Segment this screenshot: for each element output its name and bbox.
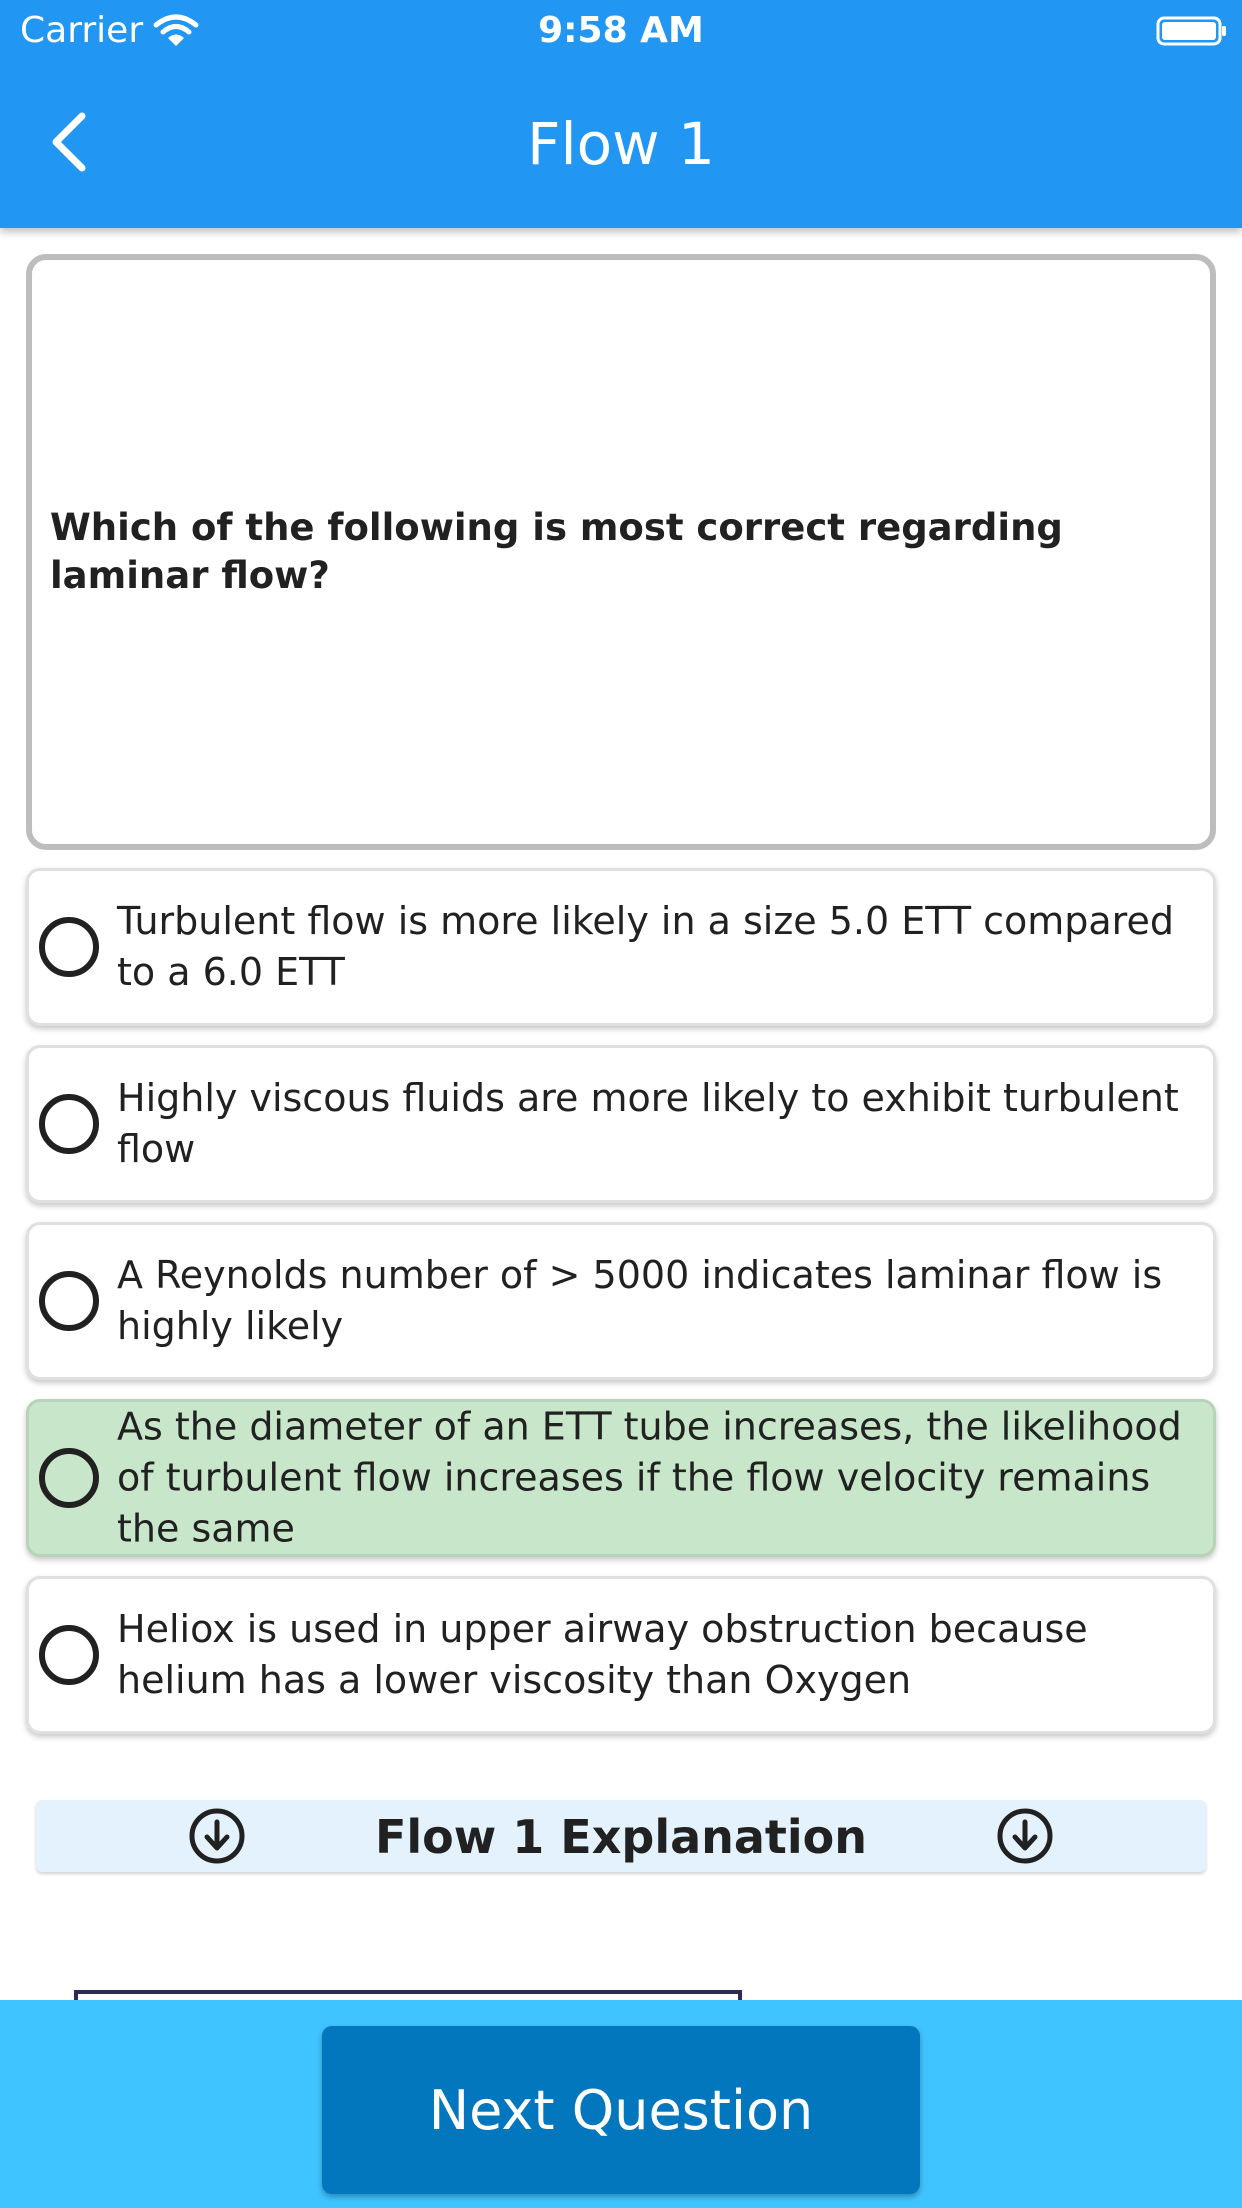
radio-button-icon[interactable] — [39, 1094, 99, 1154]
arrow-down-circle-icon — [996, 1807, 1054, 1865]
answer-option-text: A Reynolds number of > 5000 indicates la… — [117, 1253, 1163, 1348]
answer-option-text: Turbulent flow is more likely in a size … — [117, 899, 1174, 994]
carrier-label: Carrier — [20, 10, 144, 51]
chevron-left-icon — [46, 110, 90, 178]
radio-button-icon[interactable] — [39, 917, 99, 977]
radio-button-icon[interactable] — [39, 1271, 99, 1331]
answer-option[interactable]: A Reynolds number of > 5000 indicates la… — [26, 1222, 1216, 1380]
answer-option-highlighted[interactable]: As the diameter of an ETT tube increases… — [26, 1399, 1216, 1557]
explanation-title: Flow 1 Explanation — [374, 1810, 868, 1864]
question-card: Which of the following is most correct r… — [26, 254, 1216, 850]
carrier-info: Carrier — [20, 10, 199, 51]
battery-icon — [1156, 14, 1228, 46]
explanation-toggle[interactable]: Flow 1 Explanation — [36, 1800, 1206, 1872]
answer-option-text: As the diameter of an ETT tube increases… — [117, 1404, 1182, 1551]
answer-option[interactable]: Turbulent flow is more likely in a size … — [26, 868, 1216, 1026]
status-bar: Carrier 9:58 AM — [0, 0, 1242, 62]
status-time: 9:58 AM — [538, 10, 704, 51]
next-question-button[interactable]: Next Question — [322, 2026, 920, 2194]
back-button[interactable] — [30, 106, 106, 182]
app-bar: Carrier 9:58 AM — [0, 0, 1242, 228]
arrow-down-circle-icon — [188, 1807, 246, 1865]
page-title: Flow 1 — [527, 110, 715, 178]
navigation-bar: Flow 1 — [0, 76, 1242, 212]
answer-option-text: Heliox is used in upper airway obstructi… — [117, 1607, 1088, 1702]
bottom-bar: Next Question — [0, 2000, 1242, 2208]
wifi-icon — [153, 13, 199, 49]
question-text: Which of the following is most correct r… — [50, 506, 1063, 597]
answer-option[interactable]: Heliox is used in upper airway obstructi… — [26, 1576, 1216, 1734]
answer-option[interactable]: Highly viscous fluids are more likely to… — [26, 1045, 1216, 1203]
answer-option-text: Highly viscous fluids are more likely to… — [117, 1076, 1179, 1171]
radio-button-icon[interactable] — [39, 1625, 99, 1685]
radio-button-icon[interactable] — [39, 1448, 99, 1508]
